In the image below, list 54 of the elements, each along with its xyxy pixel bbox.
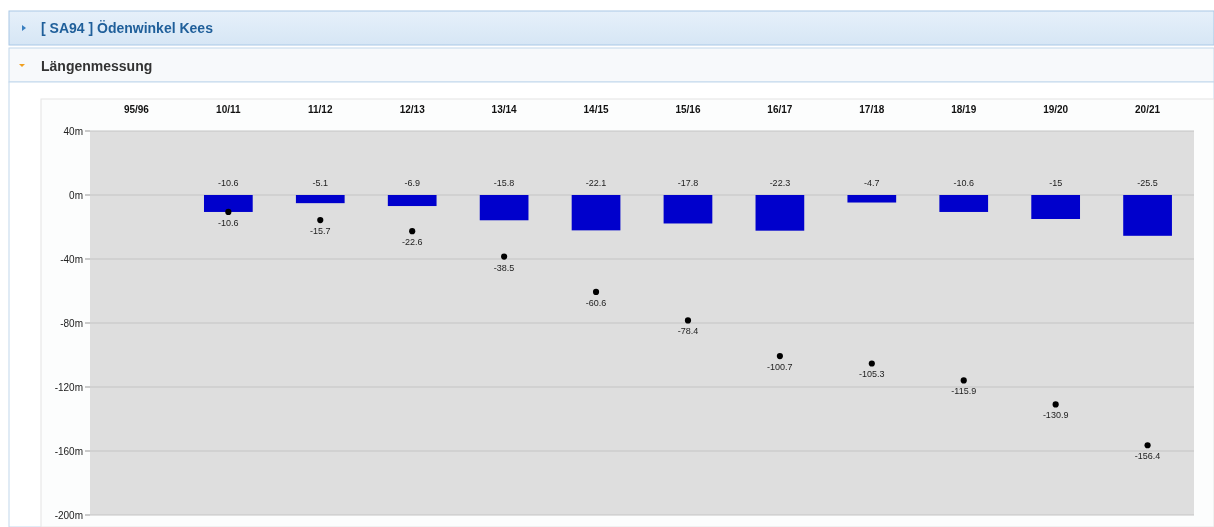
point <box>592 288 600 296</box>
point <box>225 208 232 216</box>
data-label: -100.7 <box>767 362 793 373</box>
data-label: -5.1 <box>312 178 329 188</box>
data-label: -156.4 <box>1134 451 1161 462</box>
y-tick-label: -160m <box>54 445 83 457</box>
data-label: -15.7 <box>310 226 331 237</box>
point <box>776 353 783 360</box>
point <box>501 253 508 260</box>
y-tick-label: -40m <box>60 253 83 265</box>
x-tick-label: 20/21 <box>1135 104 1161 115</box>
point <box>684 317 692 324</box>
x-tick-label: 95/96 <box>123 104 150 115</box>
data-label: -10.6 <box>218 217 239 228</box>
point <box>868 360 875 367</box>
y-tick-label: -120m <box>54 381 83 393</box>
x-tick-label: 10/11 <box>216 104 242 115</box>
data-label: -78.4 <box>677 326 699 337</box>
x-tick-label: 11/12 <box>308 104 333 115</box>
chart-subtitle: Längenmessung <box>41 58 153 74</box>
y-tick-label: -200m <box>54 509 83 521</box>
x-tick-label: 18/19 <box>951 104 977 115</box>
data-label: -130.9 <box>1042 410 1069 421</box>
data-label: -10.6 <box>218 178 239 188</box>
data-label: -17.8 <box>677 178 699 188</box>
x-tick-label: 15/16 <box>675 104 701 115</box>
y-tick-label: 0m <box>69 189 83 201</box>
data-label: -15.8 <box>493 178 515 188</box>
data-label: -22.1 <box>585 178 607 188</box>
data-label: -10.6 <box>953 178 974 188</box>
data-label: -22.6 <box>401 237 423 248</box>
chart-title: [ SA94 ] Ödenwinkel Kees <box>41 20 214 36</box>
data-label: -60.6 <box>585 297 607 308</box>
y-tick-label: 40m <box>63 125 83 137</box>
x-tick-label: 16/17 <box>767 104 793 115</box>
x-tick-label: 12/13 <box>399 104 426 115</box>
data-label: -115.9 <box>951 386 977 397</box>
point <box>1144 442 1151 449</box>
data-label: -6.9 <box>404 178 420 188</box>
data-label: -4.7 <box>864 178 880 188</box>
data-label: -22.3 <box>769 178 791 188</box>
x-tick-label: 17/18 <box>859 104 885 115</box>
y-tick-label: -80m <box>60 317 83 329</box>
point <box>317 217 324 224</box>
x-tick-label: 14/15 <box>583 104 609 115</box>
point <box>1052 401 1059 408</box>
data-label: -25.5 <box>1137 178 1158 188</box>
data-label: -15 <box>1049 178 1063 188</box>
x-tick-label: 13/14 <box>491 104 518 115</box>
point <box>960 377 967 384</box>
data-label: -105.3 <box>859 369 885 380</box>
x-tick-label: 19/20 <box>1043 104 1069 115</box>
data-label: -38.5 <box>493 262 515 273</box>
point <box>409 228 416 235</box>
